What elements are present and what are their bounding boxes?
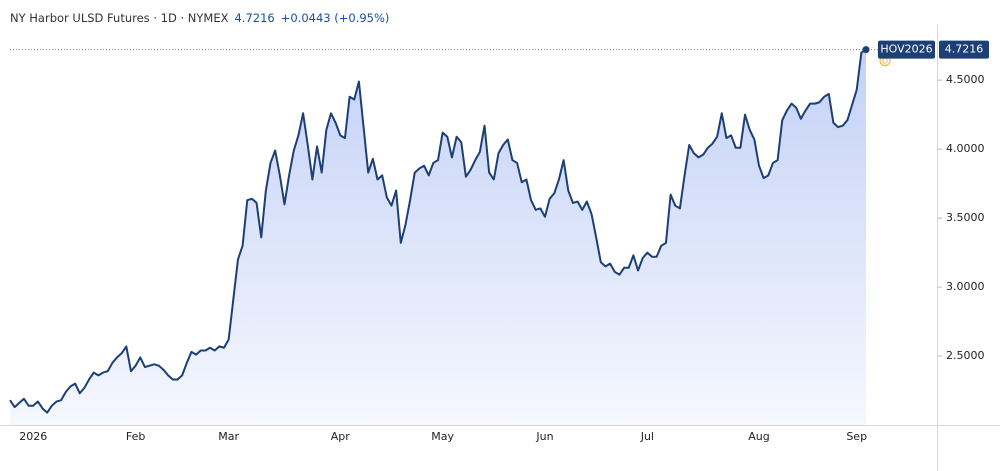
- y-tick-label: 3.0000: [946, 280, 985, 293]
- event-marker: D: [882, 57, 888, 66]
- x-tick-label: Apr: [331, 430, 351, 443]
- x-tick-label: May: [431, 430, 454, 443]
- x-tick-label: 2026: [19, 430, 47, 443]
- x-tick-label: Jun: [535, 430, 553, 443]
- y-tick-label: 2.5000: [946, 349, 985, 362]
- y-tick-label: 4.0000: [946, 142, 985, 155]
- chart-header: NY Harbor ULSD Futures · 1D · NYMEX 4.721…: [10, 11, 389, 25]
- price-tag-bg: [939, 40, 989, 59]
- y-tick-label: 4.5000: [946, 73, 985, 86]
- x-tick-label: Mar: [218, 430, 239, 443]
- area-fill: [10, 49, 866, 426]
- x-tick-label: Feb: [126, 430, 145, 443]
- chart-title: NY Harbor ULSD Futures · 1D · NYMEX: [10, 11, 229, 25]
- x-tick-label: Aug: [748, 430, 769, 443]
- last-price: 4.7216: [234, 11, 275, 25]
- x-tick-label: Jul: [640, 430, 654, 443]
- series-tag: HOV2026: [880, 43, 932, 56]
- series-tag-bg: [878, 40, 935, 59]
- last-point: [862, 46, 870, 54]
- price-tag: 4.7216: [945, 43, 984, 56]
- price-change: +0.0443 (+0.95%): [280, 11, 390, 25]
- y-tick-label: 3.5000: [946, 211, 985, 224]
- price-line: [9, 48, 867, 414]
- x-tick-label: Sep: [846, 430, 867, 443]
